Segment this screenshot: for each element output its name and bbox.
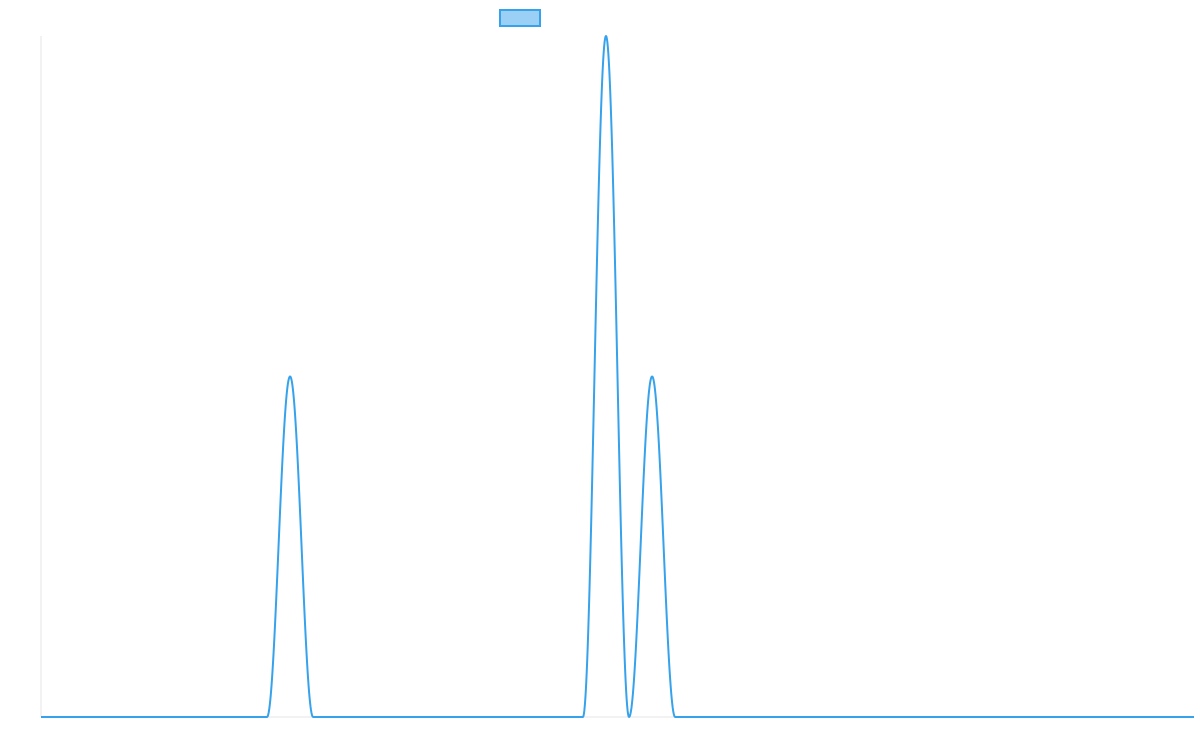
legend[interactable] — [499, 9, 541, 27]
series-layer — [40, 33, 1195, 718]
peak-point-0[interactable] — [287, 374, 293, 380]
series-line-0[interactable] — [40, 35, 1195, 718]
peak-point-1[interactable] — [603, 33, 609, 39]
peak-point-2[interactable] — [649, 374, 655, 380]
legend-swatch[interactable] — [499, 9, 541, 27]
